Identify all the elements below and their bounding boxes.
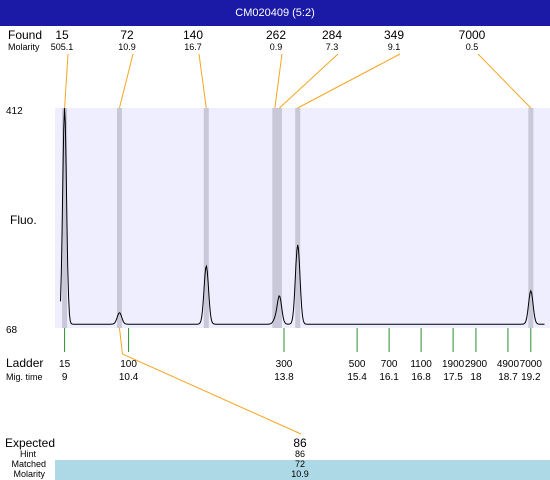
molarity-row-label: Molarity — [8, 42, 40, 52]
found-molarity-label: 10.9 — [118, 42, 136, 52]
mig-time-row-label: Mig. time — [6, 372, 43, 382]
matched-connector-lower — [122, 353, 302, 435]
peak-band — [272, 108, 278, 328]
peak-detail-block: Expected 86 Hint 86 Matched 72 Molarity … — [0, 434, 550, 480]
found-connector — [279, 53, 339, 109]
ladder-size-label: 7000 — [520, 359, 543, 370]
ladder-size-label: 300 — [276, 359, 293, 370]
hint-value: 86 — [294, 449, 305, 459]
peak-band — [62, 108, 68, 328]
y-axis-bottom-label: 68 — [6, 325, 18, 336]
expected-value: 86 — [293, 436, 307, 450]
expected-label: Expected — [4, 436, 55, 450]
found-row-label: Found — [8, 28, 42, 42]
trace-line — [60, 108, 545, 325]
ladder-mig-time-label: 16.8 — [411, 372, 431, 383]
found-size-label: 140 — [183, 28, 203, 42]
matched-label: Matched — [11, 459, 46, 469]
window-title: CM020409 (5:2) — [0, 0, 550, 26]
found-connector — [297, 53, 401, 109]
ladder-size-label: 100 — [120, 359, 137, 370]
found-molarity-label: 0.5 — [466, 42, 479, 52]
y-axis-title: Fluo. — [10, 213, 37, 227]
ladder-mig-time-label: 10.4 — [119, 372, 139, 383]
ladder-size-label: 1100 — [410, 359, 432, 370]
found-connector — [274, 53, 283, 109]
ladder-size-label: 700 — [381, 359, 398, 370]
found-size-label: 15 — [55, 28, 69, 42]
peak-band — [116, 108, 122, 328]
ladder-mig-time-label: 13.8 — [274, 372, 294, 383]
found-size-label: 349 — [384, 28, 404, 42]
found-molarity-label: 7.3 — [326, 42, 339, 52]
found-connector — [64, 53, 69, 109]
ladder-mig-time-label: 16.1 — [379, 372, 399, 383]
matched-connector-upper — [118, 327, 123, 355]
ladder-size-label: 2900 — [465, 359, 488, 370]
ladder-mig-time-label: 15.4 — [347, 372, 367, 383]
peak-band — [528, 108, 534, 328]
ladder-row-label: Ladder — [6, 356, 43, 370]
ladder-size-label: 500 — [349, 359, 366, 370]
ladder-mig-time-label: 17.5 — [443, 372, 463, 383]
ladder-size-label: 4900 — [497, 359, 520, 370]
found-connector — [118, 53, 134, 109]
found-molarity-label: 9.1 — [388, 42, 401, 52]
found-size-label: 284 — [322, 28, 342, 42]
peak-band — [276, 108, 282, 328]
ladder-mig-time-label: 18.7 — [498, 372, 518, 383]
peak-band — [295, 108, 301, 328]
matched-value: 72 — [294, 459, 305, 469]
found-connector — [477, 53, 532, 109]
peak-band — [203, 108, 209, 328]
y-axis-top-label: 412 — [6, 106, 23, 117]
ladder-mig-time-label: 9 — [62, 372, 68, 383]
found-molarity-label: 505.1 — [51, 42, 74, 52]
hint-label: Hint — [19, 449, 36, 459]
found-molarity-label: 0.9 — [270, 42, 283, 52]
matched-band — [55, 460, 550, 480]
ladder-mig-time-label: 19.2 — [521, 372, 541, 383]
found-size-label: 262 — [266, 28, 286, 42]
molarity-bottom-label: Molarity — [13, 469, 45, 479]
ladder-size-label: 1900 — [442, 359, 465, 370]
ladder-mig-time-label: 18 — [470, 372, 482, 383]
found-size-label: 72 — [120, 28, 134, 42]
plot-area — [55, 108, 550, 328]
found-molarity-label: 16.7 — [184, 42, 202, 52]
ladder-size-label: 15 — [59, 359, 71, 370]
found-connector — [198, 53, 207, 109]
molarity-bottom-value: 10.9 — [291, 469, 309, 479]
found-size-label: 7000 — [459, 28, 486, 42]
